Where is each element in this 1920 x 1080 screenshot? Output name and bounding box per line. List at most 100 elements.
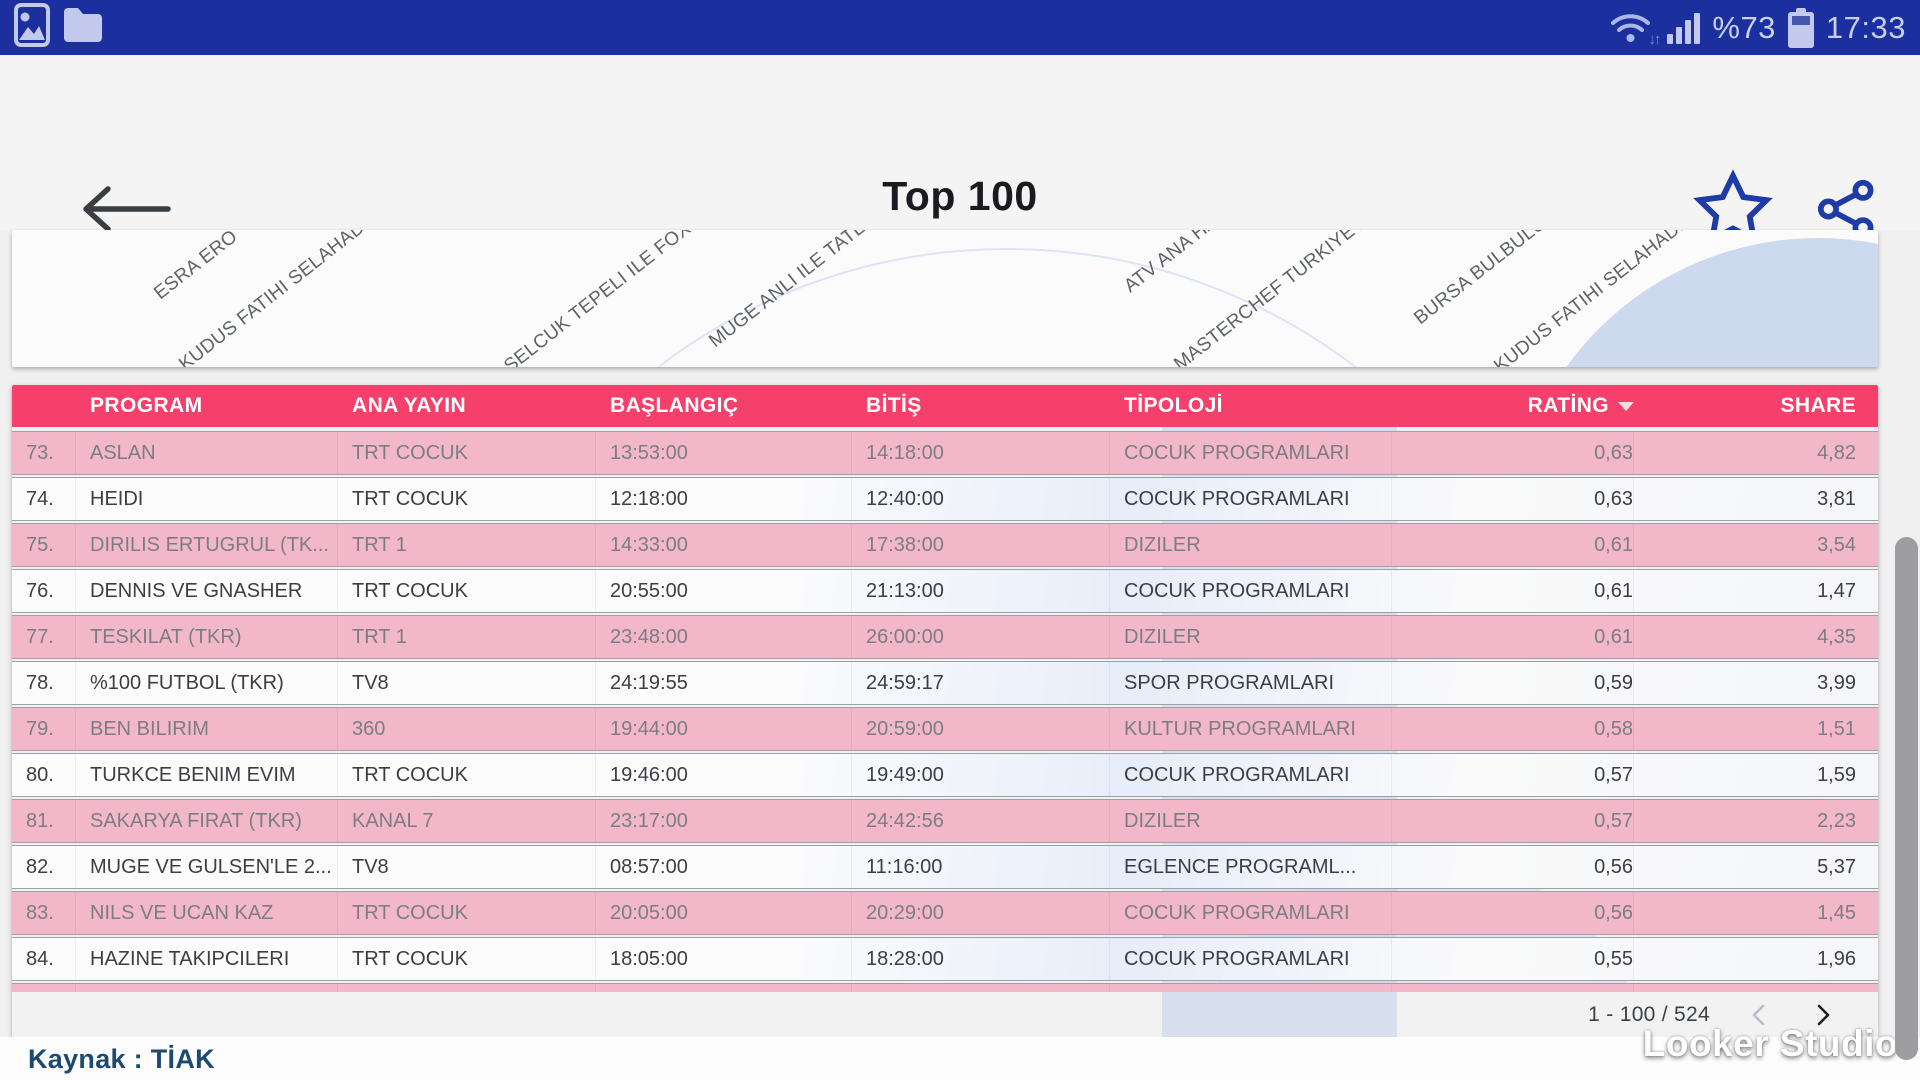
cell-end xyxy=(852,984,1110,992)
table-row: 78. %100 FUTBOL (TKR) TV8 24:19:55 24:59… xyxy=(12,661,1878,705)
pagination-info: 1 - 100 / 524 xyxy=(1588,1002,1710,1026)
cell-channel: TRT COCUK xyxy=(338,570,596,612)
favorite-star-icon[interactable] xyxy=(1692,167,1774,249)
cell-nr: 76. xyxy=(12,570,76,612)
cell-start: 08:57:00 xyxy=(596,846,852,888)
cell-share: 1,59 xyxy=(1817,763,1856,786)
cell-tipoloji: DIZILER xyxy=(1110,524,1392,566)
cell-channel: TRT 1 xyxy=(338,524,596,566)
col-header-share[interactable]: SHARE xyxy=(1780,394,1856,417)
cell-start: 18:05:00 xyxy=(596,938,852,980)
cell-program xyxy=(76,984,338,992)
cell-start: 20:05:00 xyxy=(596,892,852,934)
cell-end: 24:59:17 xyxy=(852,662,1110,704)
gallery-icon xyxy=(14,3,50,52)
cell-channel: TV8 xyxy=(338,662,596,704)
cell-program: TESKILAT (TKR) xyxy=(76,616,338,658)
table-header-row: PROGRAM ANA YAYIN BAŞLANGIÇ BİTİŞ TİPOLO… xyxy=(12,385,1878,427)
wifi-icon: ↓↑ xyxy=(1609,10,1661,48)
cell-end: 20:59:00 xyxy=(852,708,1110,750)
cell-start: 14:33:00 xyxy=(596,524,852,566)
cell-channel: KANAL 7 xyxy=(338,800,596,842)
cell-tipoloji: SPOR PROGRAMLARI xyxy=(1110,662,1392,704)
vertical-scrollbar-thumb[interactable] xyxy=(1895,537,1918,1060)
col-header-anayayin[interactable]: ANA YAYIN xyxy=(352,394,467,417)
col-header-tipoloji[interactable]: TİPOLOJİ xyxy=(1124,394,1223,417)
cell-nr: 83. xyxy=(12,892,76,934)
table-row-partial xyxy=(12,983,1878,992)
col-header-rating[interactable]: RATİNG xyxy=(1392,394,1634,418)
cell-end: 21:13:00 xyxy=(852,570,1110,612)
cell-channel: TRT 1 xyxy=(338,616,596,658)
cell-share: 2,23 xyxy=(1817,809,1856,832)
bottom-strip xyxy=(0,1037,1920,1080)
cell-channel: TRT COCUK xyxy=(338,478,596,520)
table-row: 76. DENNIS VE GNASHER TRT COCUK 20:55:00… xyxy=(12,569,1878,613)
cell-end: 11:16:00 xyxy=(852,846,1110,888)
cell-program: DENNIS VE GNASHER xyxy=(76,570,338,612)
table-row: 75. DIRILIS ERTUGRUL (TK... TRT 1 14:33:… xyxy=(12,523,1878,567)
cell-share: 5,37 xyxy=(1817,855,1856,878)
cell-tipoloji: COCUK PROGRAMLARI xyxy=(1110,478,1392,520)
looker-studio-watermark: Looker Studio xyxy=(1642,1023,1898,1064)
cell-start: 19:44:00 xyxy=(596,708,852,750)
cell-rating: 0,56 xyxy=(1392,892,1634,934)
cell-tipoloji: COCUK PROGRAMLARI xyxy=(1110,938,1392,980)
cell-program: ASLAN xyxy=(76,432,338,474)
cell-rating xyxy=(1392,984,1634,992)
table-row: 79. BEN BILIRIM 360 19:44:00 20:59:00 KU… xyxy=(12,707,1878,751)
col-header-program[interactable]: PROGRAM xyxy=(90,394,203,417)
cell-rating: 0,57 xyxy=(1392,800,1634,842)
cell-start xyxy=(596,984,852,992)
cell-start: 12:18:00 xyxy=(596,478,852,520)
cell-nr: 84. xyxy=(12,938,76,980)
cell-channel: TRT COCUK xyxy=(338,754,596,796)
bar-chart-card: ESRA ERO KUDUS FATIHI SELAHADD SELCUK TEPE… xyxy=(12,230,1878,367)
cell-rating: 0,58 xyxy=(1392,708,1634,750)
table-row: 74. HEIDI TRT COCUK 12:18:00 12:40:00 CO… xyxy=(12,477,1878,521)
cell-share xyxy=(1634,984,1878,992)
next-page-chevron-icon[interactable] xyxy=(1808,1000,1838,1030)
cell-program: DIRILIS ERTUGRUL (TK... xyxy=(76,524,338,566)
cell-share: 3,54 xyxy=(1817,533,1856,556)
prev-page-chevron-icon[interactable] xyxy=(1744,1000,1774,1030)
back-button[interactable] xyxy=(80,181,172,237)
table-row: 77. TESKILAT (TKR) TRT 1 23:48:00 26:00:… xyxy=(12,615,1878,659)
cell-share: 3,81 xyxy=(1817,487,1856,510)
cell-start: 20:55:00 xyxy=(596,570,852,612)
cell-program: MUGE VE GULSEN'LE 2... xyxy=(76,846,338,888)
cell-end: 26:00:00 xyxy=(852,616,1110,658)
cell-tipoloji: COCUK PROGRAMLARI xyxy=(1110,432,1392,474)
table-row: 81. SAKARYA FIRAT (TKR) KANAL 7 23:17:00… xyxy=(12,799,1878,843)
cell-channel: TRT COCUK xyxy=(338,432,596,474)
cell-nr: 77. xyxy=(12,616,76,658)
background-decoration-arc xyxy=(432,248,1582,367)
share-icon[interactable] xyxy=(1812,175,1880,243)
col-header-bitis[interactable]: BİTİŞ xyxy=(866,394,922,417)
wifi-traffic-arrows: ↓↑ xyxy=(1648,30,1661,48)
table-row: 80. TURKCE BENIM EVIM TRT COCUK 19:46:00… xyxy=(12,753,1878,797)
cell-rating: 0,61 xyxy=(1392,616,1634,658)
cell-tipoloji: COCUK PROGRAMLARI xyxy=(1110,754,1392,796)
chart-axis-label: ESRA ERO xyxy=(150,230,242,304)
table-footer: 1 - 100 / 524 xyxy=(12,947,1878,1037)
cell-nr: 75. xyxy=(12,524,76,566)
table-row: 84. HAZINE TAKIPCILERI TRT COCUK 18:05:0… xyxy=(12,937,1878,981)
table-row: 83. NILS VE UCAN KAZ TRT COCUK 20:05:00 … xyxy=(12,891,1878,935)
cell-nr: 79. xyxy=(12,708,76,750)
cell-tipoloji: DIZILER xyxy=(1110,616,1392,658)
cell-program: NILS VE UCAN KAZ xyxy=(76,892,338,934)
cell-end: 17:38:00 xyxy=(852,524,1110,566)
cell-rating: 0,61 xyxy=(1392,524,1634,566)
cell-program: HEIDI xyxy=(76,478,338,520)
cell-share: 1,45 xyxy=(1817,901,1856,924)
cell-program: %100 FUTBOL (TKR) xyxy=(76,662,338,704)
col-header-baslangic[interactable]: BAŞLANGIÇ xyxy=(610,394,739,417)
source-note: Kaynak : TİAK xyxy=(28,1044,215,1074)
cell-start: 19:46:00 xyxy=(596,754,852,796)
cell-nr: 73. xyxy=(12,432,76,474)
cell-nr xyxy=(12,984,76,992)
table-row: 73. ASLAN TRT COCUK 13:53:00 14:18:00 CO… xyxy=(12,431,1878,475)
cell-tipoloji: COCUK PROGRAMLARI xyxy=(1110,892,1392,934)
